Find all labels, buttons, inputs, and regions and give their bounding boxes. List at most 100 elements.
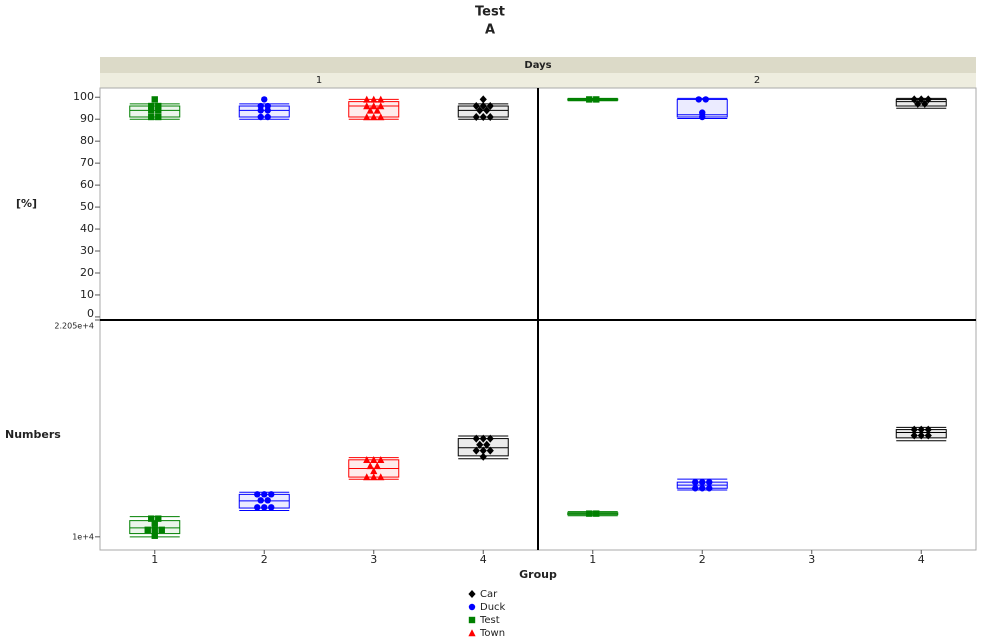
point	[254, 504, 261, 511]
point	[148, 107, 155, 114]
legend-label: Test	[479, 615, 500, 626]
point	[486, 434, 494, 443]
point	[370, 456, 378, 464]
x-tick-label: 1	[589, 553, 596, 566]
point	[151, 96, 158, 103]
point	[924, 431, 932, 440]
point	[377, 456, 385, 464]
point	[706, 478, 713, 486]
x-axis-label: Group	[519, 568, 557, 581]
point	[586, 510, 593, 517]
point	[370, 102, 378, 110]
y-tick-label: 60	[80, 178, 94, 191]
y-tick-label: 50	[80, 200, 94, 213]
point	[363, 456, 371, 464]
legend-marker	[468, 629, 476, 637]
chart-title: Test	[475, 5, 505, 20]
point	[914, 99, 922, 108]
point	[924, 95, 932, 104]
point	[370, 113, 378, 121]
point	[366, 462, 374, 470]
y-tick-label: 30	[80, 244, 94, 257]
point	[483, 440, 491, 449]
y-tick-label: 2.205e+4	[54, 322, 94, 331]
point	[155, 102, 162, 110]
y-tick-label: 90	[80, 112, 94, 125]
point	[377, 102, 385, 110]
point	[373, 462, 381, 470]
point	[264, 497, 271, 504]
y-tick-label: 100	[73, 90, 94, 103]
point	[377, 95, 385, 103]
legend-label: Duck	[480, 602, 506, 613]
point	[151, 520, 158, 527]
x-tick-label: 2	[261, 553, 268, 566]
point	[151, 532, 158, 539]
point	[254, 491, 261, 498]
point	[692, 478, 699, 486]
x-tick-label: 3	[370, 553, 377, 566]
point	[155, 113, 162, 121]
point	[479, 113, 487, 121]
point	[268, 491, 275, 498]
point	[377, 113, 385, 121]
point	[261, 96, 268, 103]
point	[483, 106, 491, 115]
x-tick-label: 3	[808, 553, 815, 566]
point	[257, 113, 264, 121]
point	[155, 515, 162, 522]
point	[479, 452, 487, 461]
facet-subheader	[100, 73, 976, 88]
point	[261, 504, 268, 511]
y-tick-label: 20	[80, 266, 94, 279]
facet-title: Days	[524, 60, 551, 71]
point	[148, 113, 155, 121]
point	[692, 485, 699, 492]
y-tick-label: 80	[80, 134, 94, 147]
point	[593, 96, 600, 103]
point	[370, 473, 378, 481]
point	[363, 102, 371, 110]
point	[151, 526, 158, 534]
point	[479, 95, 487, 104]
y-tick-label: 70	[80, 156, 94, 169]
point	[363, 473, 371, 481]
point	[268, 504, 275, 511]
point	[148, 515, 155, 522]
point	[702, 96, 709, 103]
y-axis-label: Numbers	[5, 428, 61, 441]
point	[155, 107, 162, 114]
point	[257, 497, 264, 504]
x-tick-label: 1	[151, 553, 158, 566]
point	[261, 491, 268, 498]
x-tick-label: 4	[918, 553, 925, 566]
point	[370, 467, 378, 475]
point	[472, 434, 480, 443]
legend-label: Car	[480, 589, 498, 600]
y-tick-label: 40	[80, 222, 94, 235]
point	[472, 102, 480, 111]
legend-label: Town	[479, 628, 505, 639]
y-axis-label: [%]	[16, 197, 37, 210]
point	[699, 113, 706, 121]
point	[264, 107, 271, 114]
facet-label: 2	[754, 75, 760, 86]
facet-label: 1	[316, 75, 322, 86]
point	[472, 113, 480, 121]
point	[370, 95, 378, 103]
point	[479, 102, 487, 111]
point	[917, 431, 925, 440]
point	[699, 485, 706, 492]
point	[921, 99, 929, 108]
point	[257, 107, 264, 114]
point	[377, 473, 385, 481]
point	[924, 425, 932, 434]
point	[257, 102, 264, 110]
box	[129, 105, 181, 118]
legend-marker	[468, 616, 476, 624]
facet-header	[100, 57, 976, 73]
point	[144, 526, 151, 534]
legend-marker	[468, 603, 476, 611]
point	[486, 102, 494, 111]
